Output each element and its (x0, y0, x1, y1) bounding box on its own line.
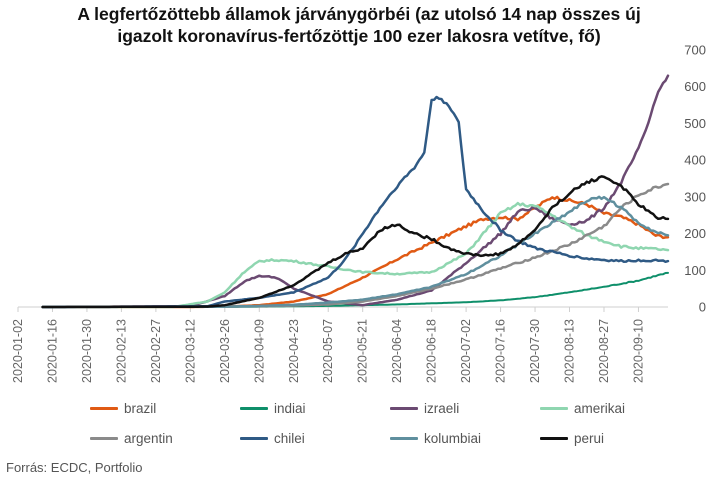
legend-swatch (390, 406, 418, 410)
legend-swatch (240, 436, 268, 440)
legend-label: izraeli (424, 400, 460, 416)
x-tick-label: 2020-07-16 (494, 319, 508, 383)
chart-title-line-1: A legfertőzöttebb államok járványgörbéi … (77, 4, 641, 24)
y-tick-label: 0 (699, 300, 706, 315)
legend-item-perui: perui (540, 430, 660, 446)
legend-label: amerikai (574, 400, 626, 416)
x-tick-label: 2020-03-12 (183, 319, 197, 383)
y-tick-label: 200 (684, 226, 706, 241)
axis-group: 2020-01-02 2020-01-16 2020-01-30 2020-02-13… (11, 43, 706, 383)
source-note: Forrás: ECDC, Portfolio (6, 460, 143, 475)
y-tick-label: 600 (684, 79, 706, 94)
legend-item-amerikai: amerikai (540, 400, 660, 416)
legend-swatch (540, 436, 568, 440)
x-tick-label: 2020-06-18 (425, 319, 439, 383)
legend-label: indiai (274, 400, 306, 416)
legend-label: brazil (124, 400, 157, 416)
legend-label: chilei (274, 430, 305, 446)
x-tick-label: 2020-02-13 (114, 319, 128, 383)
series-group (41, 74, 670, 309)
legend-label: perui (574, 430, 605, 446)
x-tick-label: 2020-07-02 (459, 319, 473, 383)
legend-item-argentin: argentin (90, 430, 240, 446)
y-tick-label: 400 (684, 153, 706, 168)
legend-label: kolumbiai (424, 430, 482, 446)
legend-item-indiai: indiai (240, 400, 390, 416)
x-tick-label: 2020-01-16 (45, 319, 59, 383)
x-tick-label: 2020-06-04 (390, 319, 404, 383)
legend-swatch (240, 406, 268, 410)
legend-item-brazil: brazil (90, 400, 240, 416)
legend-item-kolumbiai: kolumbiai (390, 430, 540, 446)
x-tick-label: 2020-01-30 (80, 319, 94, 383)
legend-swatch (90, 436, 118, 440)
x-tick-label: 2020-05-07 (321, 319, 335, 383)
x-tick-label: 2020-07-30 (528, 319, 542, 383)
legend-swatch (390, 436, 418, 440)
x-tick-label: 2020-05-21 (356, 319, 370, 383)
chart-title-line-2: igazolt koronavírus-fertőzöttje 100 ezer… (117, 26, 601, 46)
legend-swatch (540, 406, 568, 410)
y-tick-label: 300 (684, 189, 706, 204)
x-tick-label: 2020-08-27 (597, 319, 611, 383)
legend-item-izraeli: izraeli (390, 400, 540, 416)
legend-label: argentin (124, 430, 173, 446)
x-tick-label: 2020-08-13 (563, 319, 577, 383)
x-tick-label: 2020-01-02 (11, 319, 25, 383)
y-tick-label: 700 (684, 43, 706, 58)
legend-swatch (90, 406, 118, 410)
series-line-perui (41, 175, 670, 309)
x-tick-label: 2020-09-10 (631, 319, 645, 383)
x-tick-label: 2020-03-26 (218, 319, 232, 383)
chart-title: A legfertőzöttebb államok járványgörbéi … (0, 3, 718, 47)
legend-item-chilei: chilei (240, 430, 390, 446)
x-tick-label: 2020-02-27 (149, 319, 163, 383)
x-tick-label: 2020-04-23 (287, 319, 301, 383)
legend: brazil indiai izraeli amerikai argentin chile… (90, 400, 650, 446)
y-tick-label: 100 (684, 263, 706, 278)
x-tick-label: 2020-04-09 (252, 319, 266, 383)
y-tick-label: 500 (684, 116, 706, 131)
